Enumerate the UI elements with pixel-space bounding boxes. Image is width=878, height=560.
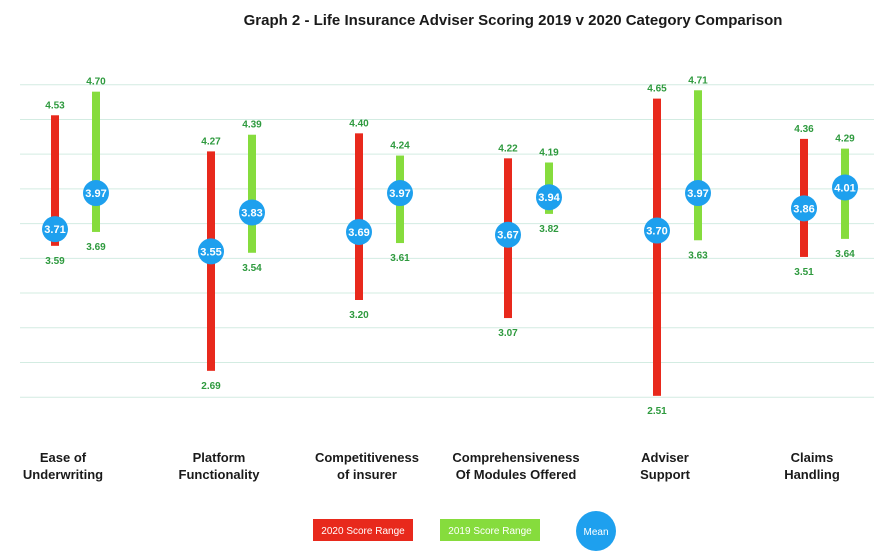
high-label: 4.40 (349, 118, 369, 129)
low-label: 2.51 (647, 406, 667, 417)
range-bar-2020 (653, 98, 661, 396)
mean-marker (42, 216, 68, 243)
mean-marker (83, 180, 109, 207)
mean-label: 4.01 (834, 183, 855, 195)
category-label: Claims Handling (784, 450, 840, 482)
high-label: 4.24 (390, 141, 410, 152)
legend-label-2019: 2019 Score Range (448, 526, 532, 537)
range-bar-2020 (51, 115, 59, 246)
mean-marker (495, 221, 521, 248)
mean-marker (685, 180, 711, 207)
category-label: Platform Functionality (179, 450, 261, 482)
high-label: 4.36 (794, 124, 814, 135)
legend-swatch-2020 (313, 519, 413, 541)
mean-label: 3.71 (44, 224, 65, 236)
legend-swatch-2019 (440, 519, 540, 541)
mean-marker (536, 184, 562, 211)
mean-label: 3.97 (389, 188, 410, 200)
category-label: Adviser Support (640, 450, 690, 482)
mean-marker (239, 199, 265, 226)
gridlines (20, 84, 874, 398)
high-label: 4.29 (835, 134, 855, 145)
low-label: 3.82 (539, 224, 559, 235)
high-label: 4.71 (688, 75, 708, 86)
range-bar-2019 (248, 134, 256, 253)
category-label: Ease of Underwriting (23, 450, 103, 482)
mean-label: 3.83 (241, 208, 262, 220)
mean-marker (346, 218, 372, 245)
category-label: Comprehensiveness Of Modules Offered (452, 450, 579, 482)
mean-label: 3.97 (687, 188, 708, 200)
low-label: 3.07 (498, 328, 518, 339)
mean-label: 3.86 (793, 203, 814, 215)
mean-marker (644, 217, 670, 244)
chart-marks: 4.53 3.59 3.71 4.27 2.69 3.55 4.40 3.20 3.69 4.22… (42, 75, 858, 417)
low-label: 3.63 (688, 250, 708, 261)
high-label: 4.27 (201, 136, 221, 147)
mean-label: 3.94 (538, 192, 560, 204)
mean-marker (832, 174, 858, 201)
low-label: 3.61 (390, 253, 410, 264)
high-label: 4.53 (45, 100, 65, 111)
mean-marker (198, 238, 224, 265)
range-bar-2019 (694, 90, 702, 241)
mean-label: 3.69 (348, 227, 369, 239)
high-label: 4.65 (647, 84, 667, 95)
low-label: 3.64 (835, 249, 855, 260)
chart-title: Graph 2 - Life Insurance Adviser Scoring… (244, 12, 783, 29)
low-label: 3.54 (242, 263, 262, 274)
mean-label: 3.97 (85, 188, 106, 200)
range-bar-2020 (355, 133, 363, 300)
mean-marker (791, 195, 817, 222)
legend: 2020 Score Range 2019 Score Range Mean (313, 511, 616, 551)
low-label: 2.69 (201, 381, 221, 392)
range-bar-2019 (92, 91, 100, 232)
mean-marker (387, 180, 413, 207)
mean-label: 3.55 (200, 246, 221, 258)
high-label: 4.70 (86, 77, 106, 88)
low-label: 3.20 (349, 310, 369, 321)
low-label: 3.51 (794, 267, 814, 278)
category-labels: Ease of Underwriting Platform Functionality… (23, 450, 840, 482)
legend-label-mean: Mean (583, 527, 608, 538)
mean-label: 3.70 (646, 226, 667, 238)
legend-swatch-mean (576, 511, 616, 551)
high-label: 4.22 (498, 143, 518, 154)
high-label: 4.39 (242, 120, 262, 131)
category-label: Competitiveness of insurer (315, 450, 419, 482)
low-label: 3.59 (45, 256, 65, 267)
low-label: 3.69 (86, 242, 106, 253)
mean-label: 3.67 (497, 230, 518, 242)
high-label: 4.19 (539, 148, 559, 159)
legend-label-2020: 2020 Score Range (321, 526, 405, 537)
